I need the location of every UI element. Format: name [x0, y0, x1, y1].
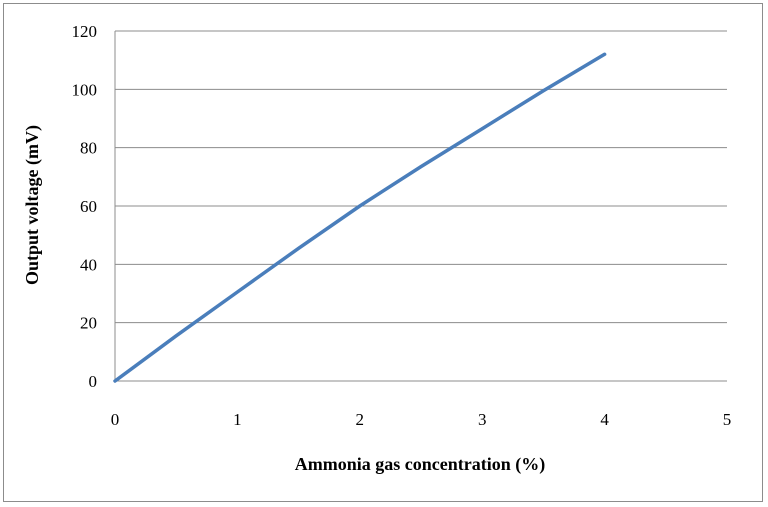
y-tick-label: 20 — [80, 314, 97, 333]
y-tick-labels: 0 20 40 60 80 100 120 — [72, 22, 98, 391]
x-tick-labels: 0 1 2 3 4 5 — [111, 410, 732, 429]
x-tick-label: 2 — [356, 410, 365, 429]
y-tick-label: 40 — [80, 255, 97, 274]
y-tick-label: 0 — [89, 372, 98, 391]
series-line-0 — [113, 52, 607, 383]
x-tick-label: 5 — [723, 410, 732, 429]
y-tick-label: 100 — [72, 80, 98, 99]
x-tick-label: 1 — [233, 410, 242, 429]
chart-frame — [3, 3, 763, 502]
x-tick-label: 0 — [111, 410, 120, 429]
x-tick-label: 3 — [478, 410, 487, 429]
series-layer — [113, 52, 607, 383]
axes — [114, 31, 727, 382]
y-tick-label: 120 — [72, 22, 98, 41]
gridlines — [115, 30, 727, 324]
y-tick-label: 60 — [80, 197, 97, 216]
x-tick-label: 4 — [600, 410, 609, 429]
y-tick-label: 80 — [80, 139, 97, 158]
x-axis-title: Ammonia gas concentration (%) — [295, 454, 545, 475]
y-axis-title: Output voltage (mV) — [22, 125, 43, 285]
